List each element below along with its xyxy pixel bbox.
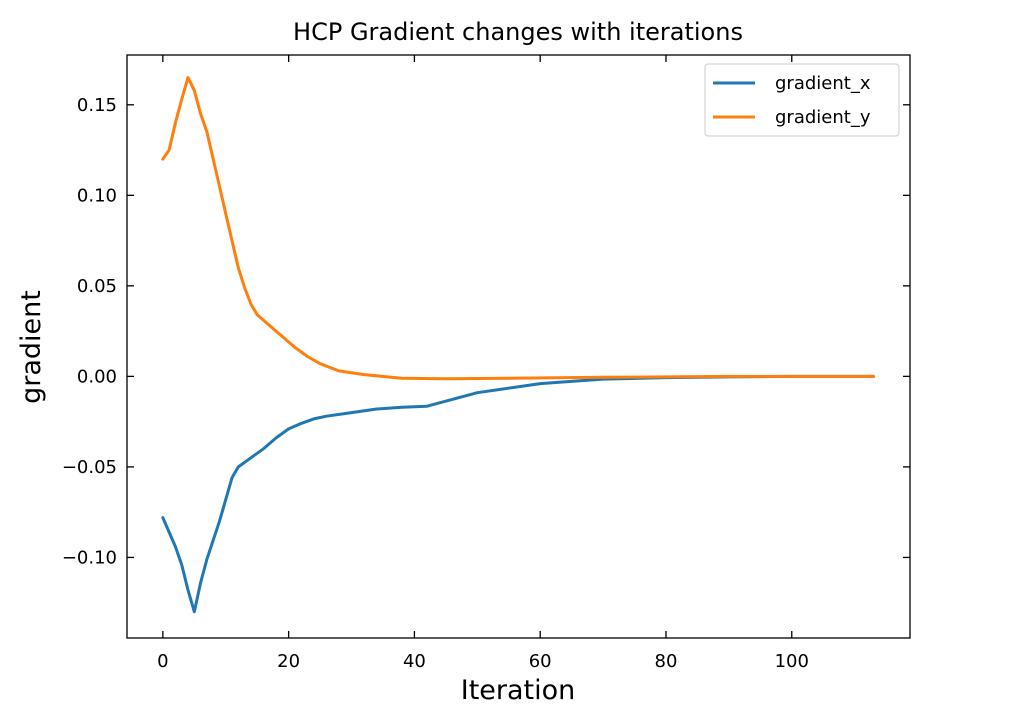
x-tick-label: 40 [403,651,426,672]
x-tick-label: 20 [277,651,300,672]
y-axis: −0.10 −0.05 0.00 0.05 0.10 0.15 [62,95,910,568]
chart-title: HCP Gradient changes with iterations [293,18,743,46]
plot-frame [126,54,911,639]
plot-area [161,76,875,614]
y-tick-label: −0.10 [62,547,117,568]
x-tick-label: 100 [775,651,809,672]
y-tick-label: 0.15 [77,95,117,116]
legend-label-gradient_y: gradient_y [775,107,871,128]
y-tick-label: 0.10 [77,185,117,206]
series-line-gradient_x [161,374,875,614]
y-axis-label: gradient [16,290,47,404]
legend-label-gradient_x: gradient_x [775,73,871,94]
x-axis-label: Iteration [461,675,576,706]
x-tick-label: 0 [157,651,168,672]
series-line-gradient_y [161,76,875,381]
x-axis: 0 20 40 60 80 100 [157,55,809,672]
y-tick-label: 0.00 [77,366,117,387]
legend: gradient_x gradient_y [704,63,900,137]
x-tick-label: 60 [529,651,552,672]
x-tick-label: 80 [655,651,678,672]
y-tick-label: −0.05 [62,457,117,478]
y-tick-label: 0.05 [77,276,117,297]
